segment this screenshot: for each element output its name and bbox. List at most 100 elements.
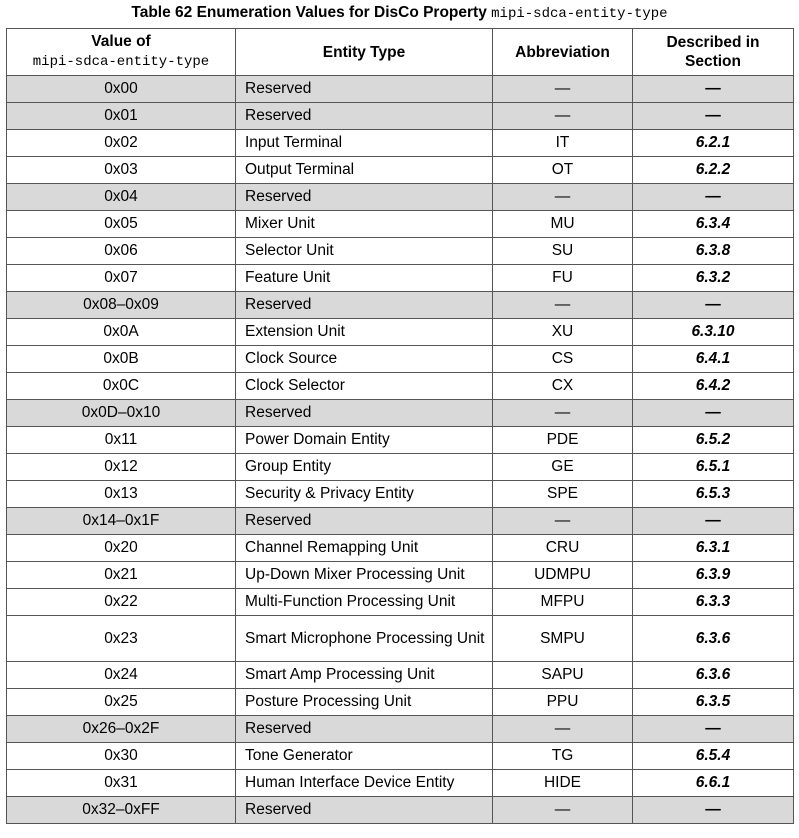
entity-type-table: Value of mipi-sdca-entity-type Entity Ty… — [6, 28, 794, 824]
cell-value: 0x23 — [6, 615, 236, 662]
cell-section: 6.5.2 — [632, 426, 794, 454]
cell-section: 6.3.6 — [632, 615, 794, 662]
cell-value: 0x20 — [6, 534, 236, 562]
cell-section: — — [632, 183, 794, 211]
header-section: Described in Section — [632, 28, 794, 76]
cell-abbreviation: — — [492, 75, 633, 103]
cell-section: 6.3.6 — [632, 661, 794, 689]
cell-value: 0x12 — [6, 453, 236, 481]
cell-value: 0x02 — [6, 129, 236, 157]
cell-section: 6.3.3 — [632, 588, 794, 616]
header-value-line1: Value of — [91, 33, 151, 50]
cell-entity-type: Reserved — [235, 291, 493, 319]
cell-entity-type: Extension Unit — [235, 318, 493, 346]
cell-entity-type: Reserved — [235, 715, 493, 743]
cell-entity-type: Clock Source — [235, 345, 493, 373]
cell-entity-type: Posture Processing Unit — [235, 688, 493, 716]
header-value: Value of mipi-sdca-entity-type — [6, 28, 236, 76]
cell-entity-type: Human Interface Device Entity — [235, 769, 493, 797]
table-row: 0x03 Output Terminal OT 6.2.2 — [6, 156, 794, 184]
table-row: 0x20 Channel Remapping Unit CRU 6.3.1 — [6, 534, 794, 562]
cell-abbreviation: OT — [492, 156, 633, 184]
cell-section: — — [632, 796, 794, 824]
cell-section: 6.3.9 — [632, 561, 794, 589]
cell-entity-type: Tone Generator — [235, 742, 493, 770]
cell-section: 6.3.2 — [632, 264, 794, 292]
cell-entity-type: Channel Remapping Unit — [235, 534, 493, 562]
cell-section: 6.5.3 — [632, 480, 794, 508]
cell-entity-type: Feature Unit — [235, 264, 493, 292]
table-row: 0x0C Clock Selector CX 6.4.2 — [6, 372, 794, 400]
table-row: 0x01 Reserved — — — [6, 102, 794, 130]
cell-value: 0x11 — [6, 426, 236, 454]
cell-section: — — [632, 102, 794, 130]
table-row: 0x23 Smart Microphone Processing Unit SMPU… — [6, 615, 794, 662]
table-row: 0x05 Mixer Unit MU 6.3.4 — [6, 210, 794, 238]
cell-value: 0x14–0x1F — [6, 507, 236, 535]
cell-value: 0x0D–0x10 — [6, 399, 236, 427]
cell-entity-type: Reserved — [235, 507, 493, 535]
cell-section: 6.2.1 — [632, 129, 794, 157]
cell-value: 0x08–0x09 — [6, 291, 236, 319]
cell-abbreviation: — — [492, 796, 633, 824]
cell-value: 0x0C — [6, 372, 236, 400]
cell-abbreviation: GE — [492, 453, 633, 481]
cell-value: 0x30 — [6, 742, 236, 770]
cell-section: — — [632, 715, 794, 743]
cell-value: 0x32–0xFF — [6, 796, 236, 824]
header-entity-type: Entity Type — [235, 28, 493, 76]
cell-entity-type: Output Terminal — [235, 156, 493, 184]
cell-value: 0x06 — [6, 237, 236, 265]
cell-abbreviation: — — [492, 507, 633, 535]
cell-entity-type: Multi-Function Processing Unit — [235, 588, 493, 616]
cell-entity-type: Reserved — [235, 183, 493, 211]
cell-entity-type: Smart Amp Processing Unit — [235, 661, 493, 689]
cell-value: 0x00 — [6, 75, 236, 103]
table-row: 0x04 Reserved — — — [6, 183, 794, 211]
cell-abbreviation: SU — [492, 237, 633, 265]
cell-entity-type: Security & Privacy Entity — [235, 480, 493, 508]
cell-section: — — [632, 399, 794, 427]
cell-section: 6.3.4 — [632, 210, 794, 238]
table-row: 0x21 Up-Down Mixer Processing Unit UDMPU 6.… — [6, 561, 794, 589]
table-row: 0x14–0x1F Reserved — — — [6, 507, 794, 535]
cell-abbreviation: MU — [492, 210, 633, 238]
cell-entity-type: Clock Selector — [235, 372, 493, 400]
header-abbreviation: Abbreviation — [492, 28, 633, 76]
table-row: 0x12 Group Entity GE 6.5.1 — [6, 453, 794, 481]
cell-entity-type: Selector Unit — [235, 237, 493, 265]
cell-value: 0x04 — [6, 183, 236, 211]
cell-abbreviation: — — [492, 102, 633, 130]
table-row: 0x24 Smart Amp Processing Unit SAPU 6.3.6 — [6, 661, 794, 689]
cell-abbreviation: SMPU — [492, 615, 633, 662]
cell-value: 0x0B — [6, 345, 236, 373]
cell-value: 0x21 — [6, 561, 236, 589]
cell-abbreviation: HIDE — [492, 769, 633, 797]
cell-entity-type: Mixer Unit — [235, 210, 493, 238]
table-row: 0x13 Security & Privacy Entity SPE 6.5.3 — [6, 480, 794, 508]
cell-section: 6.2.2 — [632, 156, 794, 184]
cell-value: 0x05 — [6, 210, 236, 238]
cell-entity-type: Reserved — [235, 399, 493, 427]
cell-abbreviation: PPU — [492, 688, 633, 716]
table-body: 0x00 Reserved — —0x01 Reserved — —0x02 Input Te… — [6, 75, 794, 824]
header-section-line1: Described in — [666, 34, 760, 51]
cell-value: 0x03 — [6, 156, 236, 184]
cell-section: — — [632, 75, 794, 103]
table-row: 0x0D–0x10 Reserved — — — [6, 399, 794, 427]
table-row: 0x25 Posture Processing Unit PPU 6.3.5 — [6, 688, 794, 716]
cell-section: — — [632, 291, 794, 319]
cell-section: 6.4.1 — [632, 345, 794, 373]
cell-section: 6.3.1 — [632, 534, 794, 562]
table-row: 0x0A Extension Unit XU 6.3.10 — [6, 318, 794, 346]
cell-entity-type: Reserved — [235, 75, 493, 103]
cell-abbreviation: CS — [492, 345, 633, 373]
table-row: 0x32–0xFF Reserved — — — [6, 796, 794, 824]
cell-abbreviation: — — [492, 715, 633, 743]
cell-section: 6.3.10 — [632, 318, 794, 346]
cell-section: 6.6.1 — [632, 769, 794, 797]
cell-value: 0x26–0x2F — [6, 715, 236, 743]
table-row: 0x07 Feature Unit FU 6.3.2 — [6, 264, 794, 292]
cell-abbreviation: FU — [492, 264, 633, 292]
cell-abbreviation: UDMPU — [492, 561, 633, 589]
